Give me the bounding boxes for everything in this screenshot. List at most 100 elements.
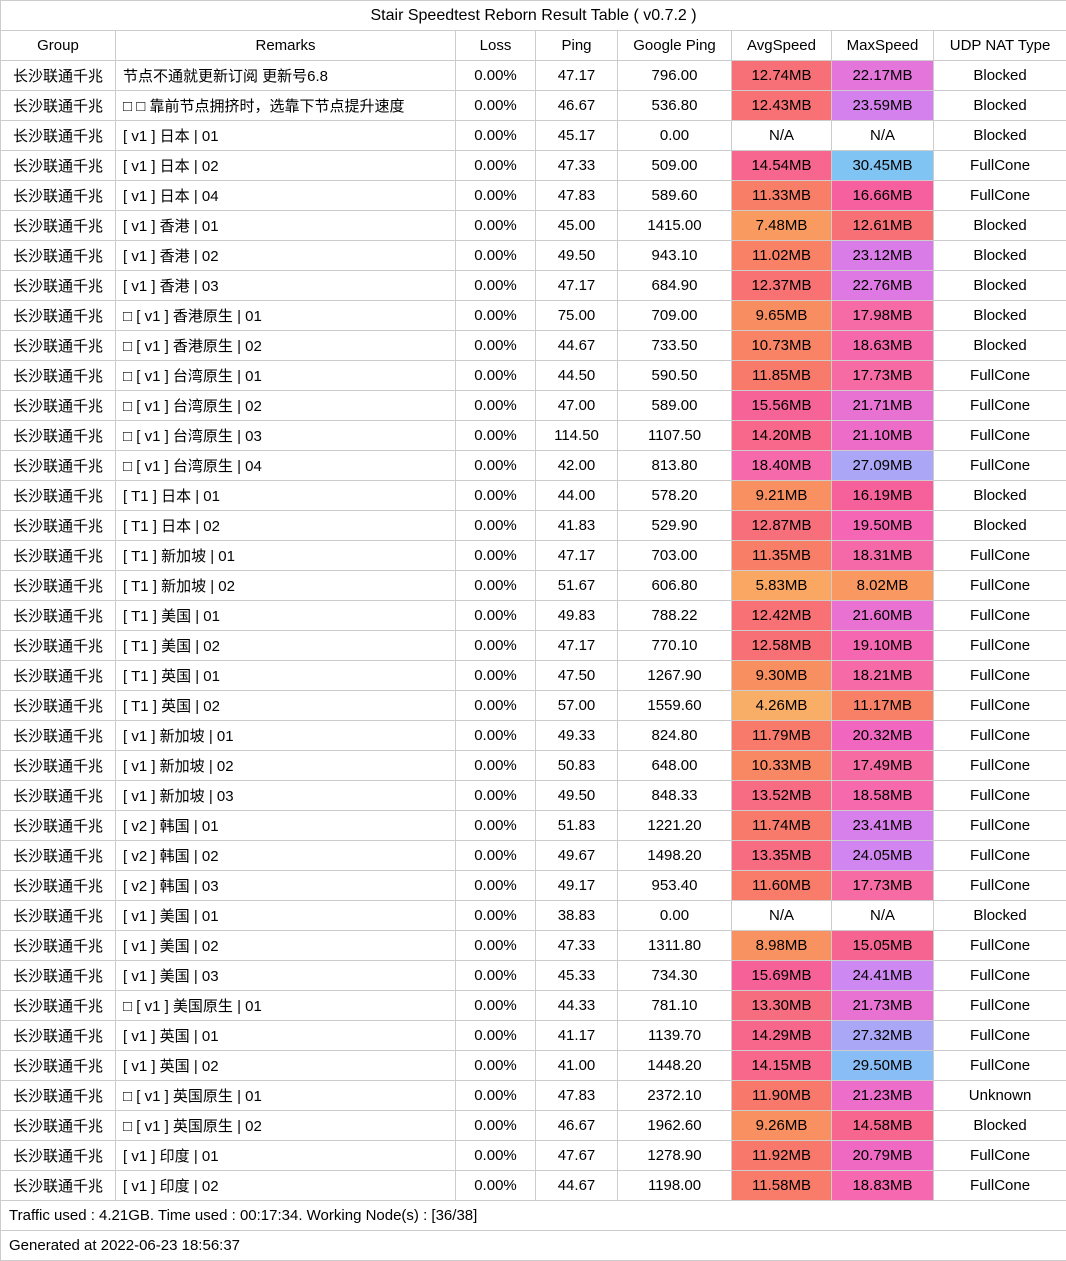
avgspeed-cell: 11.60MB xyxy=(732,871,832,901)
maxspeed-cell: 15.05MB xyxy=(832,931,934,961)
loss-cell: 0.00% xyxy=(456,331,536,361)
google-ping-cell: 1107.50 xyxy=(618,421,732,451)
group-cell: 长沙联通千兆 xyxy=(1,91,116,121)
loss-cell: 0.00% xyxy=(456,151,536,181)
udp-nat-cell: FullCone xyxy=(934,631,1066,661)
ping-cell: 47.17 xyxy=(536,541,618,571)
maxspeed-cell: 21.10MB xyxy=(832,421,934,451)
ping-cell: 50.83 xyxy=(536,751,618,781)
remarks-cell: [ v1 ] 新加坡 | 02 xyxy=(116,751,456,781)
loss-cell: 0.00% xyxy=(456,991,536,1021)
loss-cell: 0.00% xyxy=(456,691,536,721)
google-ping-cell: 1278.90 xyxy=(618,1141,732,1171)
google-ping-cell: 1559.60 xyxy=(618,691,732,721)
avgspeed-cell: 12.58MB xyxy=(732,631,832,661)
group-cell: 长沙联通千兆 xyxy=(1,121,116,151)
maxspeed-cell: 17.49MB xyxy=(832,751,934,781)
remarks-cell: [ v2 ] 韩国 | 03 xyxy=(116,871,456,901)
udp-nat-cell: FullCone xyxy=(934,661,1066,691)
udp-nat-cell: FullCone xyxy=(934,931,1066,961)
remarks-cell: □ [ v1 ] 英国原生 | 01 xyxy=(116,1081,456,1111)
google-ping-cell: 1198.00 xyxy=(618,1171,732,1201)
ping-cell: 47.17 xyxy=(536,61,618,91)
ping-cell: 45.00 xyxy=(536,211,618,241)
maxspeed-cell: 24.05MB xyxy=(832,841,934,871)
google-ping-cell: 788.22 xyxy=(618,601,732,631)
maxspeed-cell: 19.50MB xyxy=(832,511,934,541)
group-cell: 长沙联通千兆 xyxy=(1,1141,116,1171)
avgspeed-cell: 9.30MB xyxy=(732,661,832,691)
google-ping-cell: 1448.20 xyxy=(618,1051,732,1081)
ping-cell: 49.83 xyxy=(536,601,618,631)
maxspeed-cell: 18.83MB xyxy=(832,1171,934,1201)
maxspeed-cell: 21.60MB xyxy=(832,601,934,631)
group-cell: 长沙联通千兆 xyxy=(1,931,116,961)
udp-nat-cell: FullCone xyxy=(934,151,1066,181)
google-ping-cell: 0.00 xyxy=(618,121,732,151)
google-ping-cell: 1221.20 xyxy=(618,811,732,841)
maxspeed-cell: 21.23MB xyxy=(832,1081,934,1111)
remarks-cell: [ T1 ] 美国 | 02 xyxy=(116,631,456,661)
loss-cell: 0.00% xyxy=(456,661,536,691)
udp-nat-cell: Blocked xyxy=(934,1111,1066,1141)
remarks-cell: [ v1 ] 美国 | 03 xyxy=(116,961,456,991)
ping-cell: 47.17 xyxy=(536,631,618,661)
loss-cell: 0.00% xyxy=(456,1171,536,1201)
loss-cell: 0.00% xyxy=(456,631,536,661)
maxspeed-cell: 18.63MB xyxy=(832,331,934,361)
remarks-cell: □ [ v1 ] 台湾原生 | 03 xyxy=(116,421,456,451)
loss-cell: 0.00% xyxy=(456,601,536,631)
udp-nat-cell: FullCone xyxy=(934,961,1066,991)
group-cell: 长沙联通千兆 xyxy=(1,331,116,361)
loss-cell: 0.00% xyxy=(456,481,536,511)
loss-cell: 0.00% xyxy=(456,961,536,991)
maxspeed-cell: 18.21MB xyxy=(832,661,934,691)
col-maxspeed: MaxSpeed xyxy=(832,31,934,61)
ping-cell: 47.33 xyxy=(536,151,618,181)
avgspeed-cell: 10.33MB xyxy=(732,751,832,781)
maxspeed-cell: 17.73MB xyxy=(832,361,934,391)
udp-nat-cell: Blocked xyxy=(934,121,1066,151)
loss-cell: 0.00% xyxy=(456,841,536,871)
ping-cell: 42.00 xyxy=(536,451,618,481)
traffic-summary-row: Traffic used : 4.21GB. Time used : 00:17… xyxy=(1,1201,1066,1231)
udp-nat-cell: FullCone xyxy=(934,1141,1066,1171)
avgspeed-cell: 13.30MB xyxy=(732,991,832,1021)
ping-cell: 49.50 xyxy=(536,781,618,811)
udp-nat-cell: FullCone xyxy=(934,1051,1066,1081)
loss-cell: 0.00% xyxy=(456,271,536,301)
ping-cell: 45.17 xyxy=(536,121,618,151)
maxspeed-cell: 18.31MB xyxy=(832,541,934,571)
remarks-cell: [ v2 ] 韩国 | 02 xyxy=(116,841,456,871)
remarks-cell: □ [ v1 ] 台湾原生 | 02 xyxy=(116,391,456,421)
avgspeed-cell: 14.54MB xyxy=(732,151,832,181)
avgspeed-cell: 9.26MB xyxy=(732,1111,832,1141)
remarks-cell: [ v1 ] 日本 | 01 xyxy=(116,121,456,151)
loss-cell: 0.00% xyxy=(456,811,536,841)
udp-nat-cell: Blocked xyxy=(934,511,1066,541)
udp-nat-cell: FullCone xyxy=(934,721,1066,751)
remarks-cell: [ v1 ] 香港 | 01 xyxy=(116,211,456,241)
google-ping-cell: 509.00 xyxy=(618,151,732,181)
google-ping-cell: 590.50 xyxy=(618,361,732,391)
google-ping-cell: 796.00 xyxy=(618,61,732,91)
column-header-row: Group Remarks Loss Ping Google Ping AvgS… xyxy=(1,31,1066,61)
loss-cell: 0.00% xyxy=(456,1111,536,1141)
udp-nat-cell: Blocked xyxy=(934,91,1066,121)
udp-nat-cell: FullCone xyxy=(934,691,1066,721)
google-ping-cell: 813.80 xyxy=(618,451,732,481)
avgspeed-cell: 11.33MB xyxy=(732,181,832,211)
ping-cell: 75.00 xyxy=(536,301,618,331)
loss-cell: 0.00% xyxy=(456,301,536,331)
loss-cell: 0.00% xyxy=(456,421,536,451)
